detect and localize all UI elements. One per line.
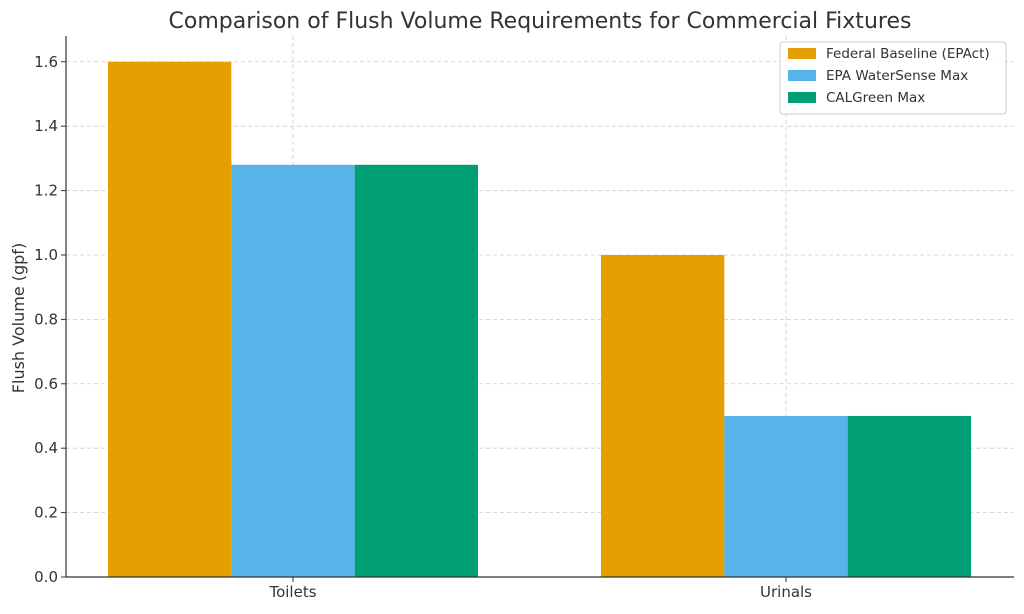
- bar-federal-baseline-epact-toilets: [108, 61, 232, 578]
- y-tick-label: 1.4: [34, 117, 58, 135]
- y-tick-label: 1.2: [34, 182, 58, 200]
- y-tick-label: 0.0: [34, 568, 58, 586]
- bar-calgreen-max-urinals: [847, 415, 971, 577]
- y-tick-label: 1.6: [34, 53, 58, 71]
- bar-calgreen-max-toilets: [354, 164, 478, 578]
- legend: Federal Baseline (EPAct) EPA WaterSense M…: [779, 41, 1007, 115]
- bar-epa-watersense-max-urinals: [724, 415, 848, 577]
- x-tick-label: Urinals: [760, 583, 812, 601]
- legend-label: Federal Baseline (EPAct): [826, 46, 990, 62]
- y-tick-label: 0.2: [34, 504, 58, 522]
- y-tick-label: 0.4: [34, 439, 58, 457]
- y-tick-label: 0.6: [34, 375, 58, 393]
- legend-label: CALGreen Max: [826, 90, 925, 106]
- bar-federal-baseline-epact-urinals: [601, 254, 725, 577]
- legend-swatch: [788, 92, 816, 103]
- x-ticks: Toilets Urinals: [268, 577, 812, 601]
- chart-title: Comparison of Flush Volume Requirements …: [169, 9, 912, 34]
- legend-box: [779, 41, 1007, 115]
- y-tick-label: 1.0: [34, 246, 58, 264]
- bar-epa-watersense-max-toilets: [231, 164, 355, 578]
- legend-label: EPA WaterSense Max: [826, 68, 968, 84]
- x-tick-label: Toilets: [268, 583, 316, 601]
- legend-swatch: [788, 70, 816, 81]
- y-axis-label: Flush Volume (gpf): [9, 243, 28, 393]
- legend-swatch: [788, 48, 816, 59]
- y-ticks: 0.0 0.2 0.4 0.6 0.8 1.0 1.2 1.4 1.6: [34, 53, 66, 586]
- bars: [108, 61, 971, 578]
- y-tick-label: 0.8: [34, 310, 58, 328]
